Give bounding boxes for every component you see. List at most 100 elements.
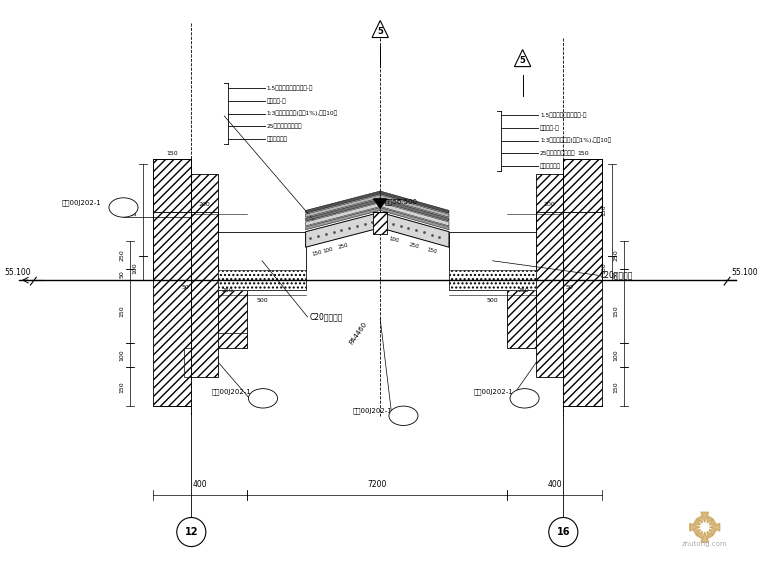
Polygon shape	[306, 207, 380, 230]
Polygon shape	[306, 195, 380, 217]
Text: 5: 5	[520, 56, 526, 66]
Text: 防水卷材-小: 防水卷材-小	[267, 98, 287, 104]
Text: 50: 50	[565, 285, 573, 290]
Polygon shape	[710, 523, 720, 531]
Bar	[449, 232, 537, 290]
Bar	[373, 213, 387, 234]
Text: 250: 250	[337, 242, 349, 250]
Text: 25厚挤塑泡沫保温板: 25厚挤塑泡沫保温板	[540, 150, 575, 156]
Text: 250: 250	[221, 288, 233, 293]
Text: 150: 150	[119, 306, 125, 317]
Polygon shape	[306, 203, 380, 226]
Polygon shape	[515, 50, 530, 67]
Polygon shape	[707, 531, 713, 539]
Text: 100: 100	[388, 237, 400, 244]
Circle shape	[177, 518, 206, 547]
Polygon shape	[707, 516, 713, 523]
Text: 200: 200	[199, 202, 211, 207]
Ellipse shape	[249, 389, 277, 408]
Bar	[153, 159, 192, 213]
Text: C20素混凝土: C20素混凝土	[309, 312, 343, 321]
Text: 150: 150	[426, 247, 438, 255]
Text: 100: 100	[119, 349, 125, 361]
Text: 150: 150	[166, 151, 178, 156]
Text: 1:3水泥砂浆找坡(小比1%),最小10厘: 1:3水泥砂浆找坡(小比1%),最小10厘	[540, 138, 611, 144]
Bar	[507, 237, 537, 280]
Text: 防水卷材-小: 防水卷材-小	[540, 125, 559, 131]
Text: 55.100: 55.100	[731, 268, 758, 277]
Text: 50: 50	[613, 271, 619, 278]
Text: 7200: 7200	[368, 481, 387, 490]
Bar	[218, 271, 306, 290]
Text: 100: 100	[132, 262, 137, 274]
Text: 50: 50	[182, 285, 189, 290]
Polygon shape	[380, 191, 449, 213]
Text: 5: 5	[377, 27, 383, 36]
Bar	[449, 271, 537, 290]
Ellipse shape	[389, 406, 418, 425]
Polygon shape	[701, 512, 708, 522]
Text: 150: 150	[132, 204, 137, 215]
Polygon shape	[373, 199, 387, 209]
Polygon shape	[372, 21, 388, 38]
Polygon shape	[701, 532, 708, 542]
Text: 150: 150	[577, 151, 588, 156]
Text: 400: 400	[193, 481, 207, 490]
Text: 参见00J202-1: 参见00J202-1	[62, 200, 101, 206]
Text: 250: 250	[518, 288, 530, 293]
Polygon shape	[709, 519, 716, 525]
Text: 参见00J202-1: 参见00J202-1	[353, 408, 392, 414]
Text: 200: 200	[544, 202, 556, 207]
Bar	[218, 333, 248, 348]
Polygon shape	[709, 530, 716, 535]
Polygon shape	[306, 191, 380, 213]
Ellipse shape	[510, 389, 539, 408]
Bar	[563, 159, 602, 213]
Text: 50: 50	[119, 271, 125, 278]
Text: 1.5厚改性沥青防水卷材-小: 1.5厚改性沥青防水卷材-小	[267, 86, 313, 91]
Polygon shape	[306, 213, 380, 247]
Bar	[218, 237, 248, 280]
Text: C20素混凝土: C20素混凝土	[600, 271, 634, 280]
Text: 250: 250	[409, 242, 420, 250]
Text: 100: 100	[322, 246, 334, 254]
Polygon shape	[694, 530, 701, 535]
Text: 参见00J202-1: 参见00J202-1	[473, 388, 514, 395]
Text: 150: 150	[311, 249, 322, 256]
Text: 100: 100	[613, 349, 619, 361]
Text: 55.100: 55.100	[4, 268, 30, 277]
Text: 标高56.500: 标高56.500	[385, 198, 418, 205]
Text: 参见00J202-1: 参见00J202-1	[212, 388, 252, 395]
Text: 150: 150	[613, 381, 619, 393]
Text: 12: 12	[185, 527, 198, 537]
Text: 钢筋混凝土板: 钢筋混凝土板	[540, 163, 561, 169]
Bar	[563, 213, 602, 406]
Polygon shape	[690, 523, 700, 531]
Bar	[192, 174, 218, 377]
Text: 150: 150	[601, 204, 606, 215]
Polygon shape	[697, 516, 702, 523]
Bar	[218, 280, 248, 348]
Text: 16: 16	[556, 527, 570, 537]
Bar	[218, 232, 306, 290]
Text: 25厚挤塑泡沫保温板: 25厚挤塑泡沫保温板	[267, 123, 302, 129]
Text: 100: 100	[601, 262, 606, 274]
Text: 钢筋混凝土板: 钢筋混凝土板	[267, 136, 288, 141]
Bar	[537, 174, 563, 377]
Text: 1.5厚改性沥青防水卷材-小: 1.5厚改性沥青防水卷材-小	[540, 113, 587, 118]
Text: 1:3水泥砂浆找坡(小比1%),最小10厘: 1:3水泥砂浆找坡(小比1%),最小10厘	[267, 111, 338, 116]
Text: 150: 150	[119, 381, 125, 393]
Polygon shape	[380, 199, 449, 221]
Polygon shape	[380, 195, 449, 217]
Text: 250: 250	[119, 249, 125, 261]
Polygon shape	[380, 207, 449, 230]
Bar	[184, 348, 192, 377]
Text: 500: 500	[256, 298, 268, 303]
Polygon shape	[306, 199, 380, 221]
Bar	[507, 280, 537, 348]
Text: 400: 400	[547, 481, 562, 490]
Text: PA4460: PA4460	[348, 321, 368, 346]
Text: 150: 150	[613, 306, 619, 317]
Polygon shape	[380, 213, 449, 247]
Circle shape	[549, 518, 578, 547]
